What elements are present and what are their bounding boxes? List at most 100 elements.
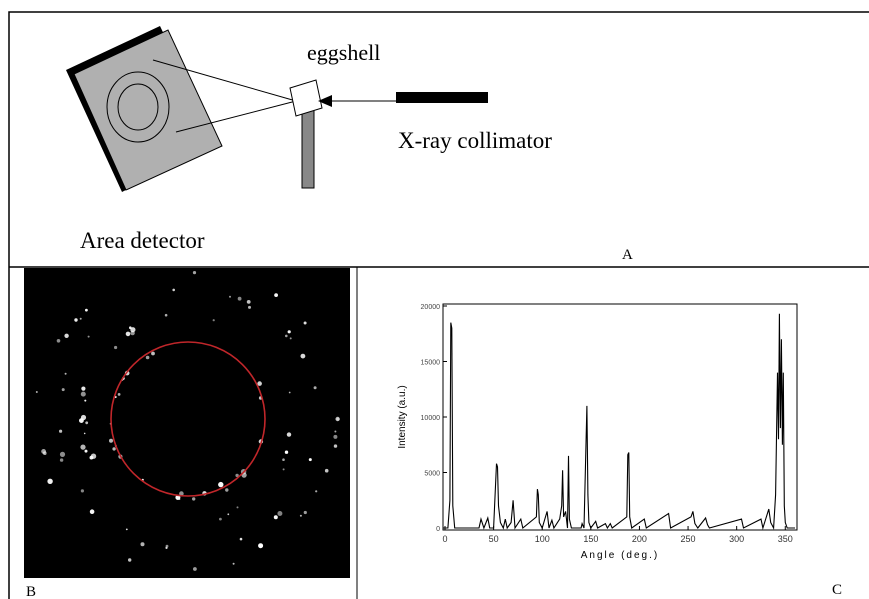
spot: [300, 353, 306, 359]
spot: [178, 498, 181, 501]
spot: [277, 511, 283, 516]
spot: [313, 386, 317, 390]
spot: [85, 308, 88, 312]
spot: [258, 543, 264, 549]
spot: [282, 468, 285, 471]
spot: [83, 432, 86, 435]
spot: [285, 334, 288, 338]
spot: [282, 458, 285, 462]
diffracted-beam: [152, 59, 297, 102]
panel-label: B: [26, 584, 36, 599]
spot: [284, 450, 289, 454]
x-tick-label: 200: [632, 534, 647, 544]
spot: [74, 318, 78, 322]
y-tick-label: 0: [436, 526, 440, 533]
spot: [114, 395, 117, 399]
spot: [89, 509, 95, 514]
spot: [273, 515, 278, 520]
spot: [237, 296, 242, 301]
x-tick-label: 50: [489, 534, 499, 544]
spot: [130, 327, 136, 333]
x-tick-label: 350: [778, 534, 793, 544]
spot: [41, 449, 46, 454]
detector-label: Area detector: [80, 228, 205, 253]
spot: [235, 473, 239, 478]
spot: [239, 537, 243, 541]
spot: [274, 293, 278, 297]
x-axis-label: Angle (deg.): [581, 550, 659, 561]
spectrum-line: [445, 313, 795, 531]
spot: [47, 478, 53, 484]
y-tick-label: 5000: [424, 471, 440, 478]
spot: [333, 444, 338, 448]
spot: [303, 321, 307, 325]
x-tick-label: 0: [442, 534, 447, 544]
area-detector: [73, 29, 223, 191]
beam-arrow: [318, 95, 332, 107]
collimator: [396, 92, 488, 103]
spot: [257, 381, 262, 386]
spot: [125, 331, 131, 337]
spot: [225, 488, 229, 492]
spot: [85, 421, 89, 425]
spot: [125, 528, 128, 531]
spot: [236, 506, 239, 509]
diffracted-beam: [175, 100, 297, 133]
spot: [172, 288, 175, 292]
spot: [288, 391, 291, 394]
spot: [286, 432, 292, 437]
ring-overlay: [110, 341, 266, 497]
spot: [114, 345, 118, 350]
x-tick-label: 150: [583, 534, 598, 544]
chart: 0 50 100 150 200 250 300 350 0 5000 10000 15000 2000…: [397, 303, 798, 561]
spot: [56, 339, 61, 343]
spot: [192, 271, 197, 275]
spot: [289, 337, 292, 340]
spot: [248, 305, 251, 309]
spot: [227, 513, 230, 516]
spot: [179, 491, 184, 496]
spot: [324, 468, 329, 473]
spot: [117, 393, 121, 396]
sample-holder: [301, 109, 315, 189]
spot: [112, 447, 116, 451]
spot: [140, 542, 145, 547]
x-tick-label: 100: [535, 534, 550, 544]
spot: [80, 414, 87, 421]
spot: [81, 386, 86, 391]
spot: [165, 544, 169, 548]
x-tick-label: 300: [729, 534, 744, 544]
y-axis-label: Intensity (a.u.): [397, 385, 408, 448]
spot: [192, 497, 196, 501]
spot: [59, 458, 64, 462]
spot: [80, 489, 84, 493]
spot: [333, 434, 338, 439]
spot: [287, 330, 291, 334]
plot-frame: [442, 303, 798, 531]
diffraction-ring: [106, 71, 170, 143]
spot: [90, 453, 97, 459]
eggshell-sample: [289, 79, 323, 117]
x-tick-label: 250: [681, 534, 696, 544]
source-label: X-ray collimator: [398, 128, 552, 153]
spot: [164, 313, 168, 317]
spot: [80, 391, 86, 397]
spot: [84, 449, 88, 453]
spot: [165, 546, 168, 550]
spot: [218, 481, 224, 488]
panel-label: A: [622, 247, 633, 263]
diffraction-ring: [117, 83, 159, 131]
spot: [84, 399, 87, 402]
spot: [151, 351, 155, 356]
spot: [87, 335, 90, 338]
spot: [193, 567, 197, 571]
y-tick-label: 15000: [421, 360, 441, 367]
spot: [246, 300, 251, 304]
spot: [79, 317, 82, 320]
diffraction-image: [24, 268, 350, 578]
spot: [232, 562, 235, 565]
spot: [35, 391, 38, 393]
spot: [219, 517, 222, 521]
spot: [315, 490, 318, 493]
